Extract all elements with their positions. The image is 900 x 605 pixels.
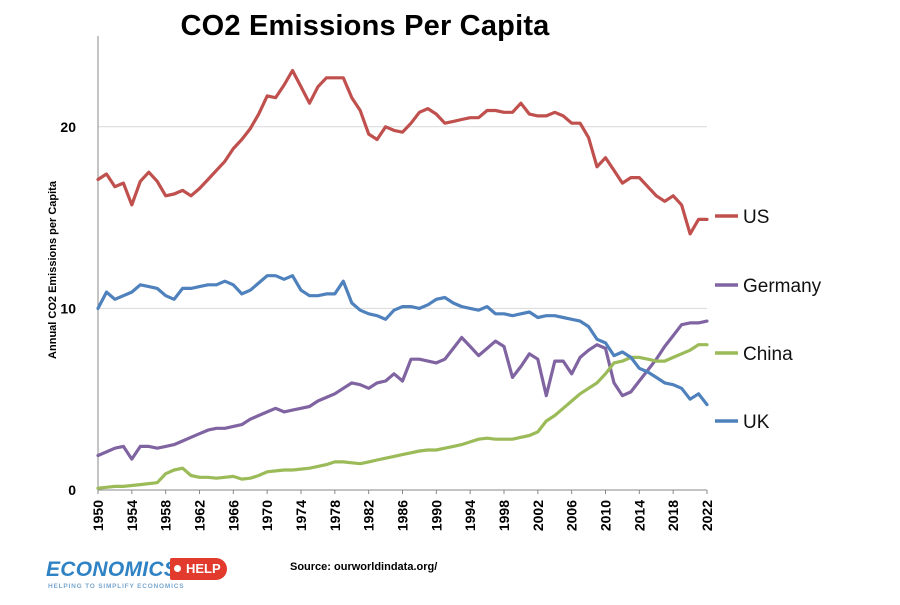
x-tick-label: 1994 — [462, 500, 478, 531]
y-axis-label: Annual CO2 Emissions per Capita — [47, 180, 59, 359]
legend-label-germany: Germany — [743, 276, 822, 297]
x-tick-label: 1978 — [327, 500, 343, 531]
x-tick-label: 2002 — [530, 500, 546, 531]
series-line-uk — [96, 274, 709, 407]
logo-help-badge: HELP — [170, 558, 227, 580]
gridlines — [98, 126, 707, 309]
y-tick-label: 20 — [60, 119, 76, 135]
source-note: Source: ourworldindata.org/ — [290, 561, 438, 573]
x-tick-label: 1966 — [225, 500, 241, 531]
x-tick-label: 1986 — [395, 500, 411, 531]
x-tick-labels: 1950 1954 1958 1962 1966 1970 1974 1978 1982 1986… — [90, 490, 715, 531]
economics-help-logo: ECONOMICS HELP HELPING TO SIMPLIFY ECONO… — [46, 556, 227, 596]
x-tick-label: 2010 — [598, 500, 614, 531]
logo-wordmark: ECONOMICS — [46, 558, 179, 581]
x-tick-label: 1954 — [124, 500, 140, 531]
logo-dot-icon — [174, 565, 181, 572]
x-tick-label: 1982 — [361, 500, 377, 531]
x-tick-label: 2006 — [564, 500, 580, 531]
series-lines — [96, 68, 709, 490]
series-line-germany — [96, 319, 709, 461]
legend-label-uk: UK — [743, 412, 770, 433]
logo-tagline: HELPING TO SIMPLIFY ECONOMICS — [48, 583, 185, 590]
y-tick-labels: 0 10 20 — [60, 119, 76, 498]
x-tick-label: 1998 — [496, 500, 512, 531]
legend: US Germany China UK — [715, 207, 822, 433]
series-line-us — [96, 68, 709, 236]
legend-label-us: US — [743, 207, 769, 228]
legend-label-china: China — [743, 344, 793, 365]
logo-badge-text: HELP — [186, 561, 221, 576]
y-tick-label: 0 — [68, 482, 76, 498]
x-tick-label: 1962 — [192, 500, 208, 531]
x-tick-label: 1970 — [259, 500, 275, 531]
x-tick-label: 2022 — [699, 500, 715, 531]
x-tick-label: 1958 — [158, 500, 174, 531]
x-tick-label: 1990 — [428, 500, 444, 531]
series-line-china — [96, 343, 709, 490]
x-tick-label: 2014 — [631, 500, 647, 531]
x-tick-label: 1974 — [293, 500, 309, 531]
x-tick-label: 2018 — [665, 500, 681, 531]
chart-title: CO2 Emissions Per Capita — [180, 10, 550, 42]
x-tick-label: 1950 — [90, 500, 106, 531]
y-tick-label: 10 — [60, 300, 76, 316]
